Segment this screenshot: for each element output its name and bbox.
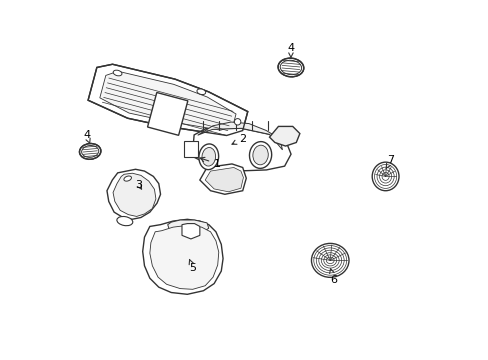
Ellipse shape (197, 89, 205, 95)
Polygon shape (100, 71, 236, 130)
Ellipse shape (316, 248, 344, 273)
Ellipse shape (318, 250, 341, 271)
Polygon shape (197, 122, 282, 150)
Ellipse shape (123, 176, 131, 181)
Text: 5: 5 (189, 260, 196, 273)
Polygon shape (183, 141, 198, 157)
Ellipse shape (234, 118, 241, 125)
Text: 6: 6 (329, 269, 337, 285)
Ellipse shape (311, 243, 348, 277)
Text: 4: 4 (287, 43, 294, 58)
Ellipse shape (325, 257, 333, 264)
Polygon shape (88, 64, 247, 135)
Polygon shape (205, 167, 243, 192)
Polygon shape (107, 169, 160, 219)
Polygon shape (149, 225, 218, 289)
Ellipse shape (381, 172, 388, 180)
Polygon shape (200, 164, 246, 194)
Ellipse shape (280, 60, 301, 75)
Ellipse shape (199, 144, 218, 170)
Text: 1: 1 (200, 157, 221, 169)
Ellipse shape (202, 148, 215, 166)
Text: 4: 4 (83, 130, 90, 143)
Text: 3: 3 (135, 180, 142, 190)
Polygon shape (182, 224, 200, 239)
Ellipse shape (81, 145, 99, 157)
Ellipse shape (252, 145, 268, 165)
Polygon shape (147, 93, 187, 135)
Ellipse shape (371, 162, 398, 191)
Polygon shape (113, 173, 156, 216)
Ellipse shape (321, 253, 339, 268)
Ellipse shape (379, 170, 391, 183)
Polygon shape (192, 128, 290, 171)
Polygon shape (269, 126, 299, 146)
Text: 2: 2 (231, 134, 246, 144)
Ellipse shape (313, 246, 346, 275)
Ellipse shape (113, 70, 122, 76)
Text: 7: 7 (386, 156, 394, 168)
Polygon shape (167, 220, 208, 232)
Ellipse shape (376, 167, 393, 186)
Ellipse shape (80, 144, 101, 159)
Ellipse shape (249, 141, 271, 168)
Ellipse shape (374, 165, 396, 188)
Ellipse shape (117, 216, 133, 226)
Ellipse shape (323, 255, 336, 266)
Polygon shape (142, 219, 223, 294)
Ellipse shape (278, 58, 303, 77)
